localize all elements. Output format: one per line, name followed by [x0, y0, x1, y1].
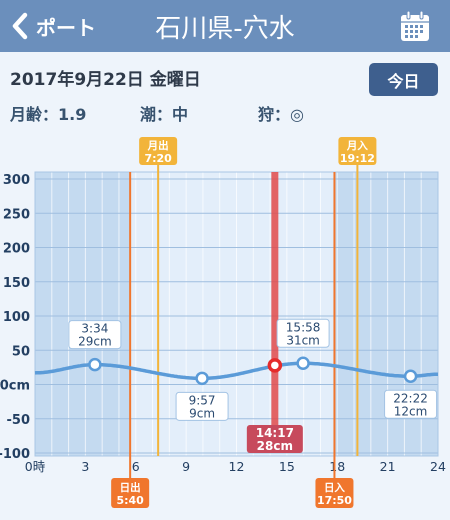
y-tick-label: 0cm — [0, 379, 30, 394]
moonrise-badge — [139, 137, 178, 165]
day-band — [130, 172, 335, 456]
x-tick-label: 21 — [380, 459, 396, 474]
current-height-label: 28cm — [257, 439, 293, 453]
y-tick-label: 100 — [3, 310, 30, 325]
moonrise-time: 7:20 — [144, 152, 172, 165]
tide-point-label-box — [175, 391, 229, 421]
moonset-badge — [338, 137, 377, 165]
tide-level: 潮：中 — [140, 105, 189, 124]
sunrise-badge — [111, 478, 150, 508]
tide-point-label-box — [384, 389, 438, 419]
x-tick-label: 18 — [329, 459, 345, 474]
low-tide-point — [403, 369, 418, 384]
moon-age: 月齢：1.9 — [10, 105, 87, 124]
sunrise-time: 5:40 — [116, 494, 144, 507]
y-tick-label: 50 — [12, 344, 30, 359]
tide-point-time: 22:22 — [393, 391, 428, 405]
back-label: ポート — [36, 15, 96, 40]
x-tick-label: 12 — [229, 459, 245, 474]
y-tick-label: -50 — [7, 413, 31, 428]
low-tide-point — [195, 371, 209, 386]
moonset-label: 月入 — [346, 140, 368, 152]
today-button[interactable]: 今日 — [369, 63, 438, 96]
calendar-icon — [401, 10, 429, 41]
page-title: 石川県-穴水 — [155, 14, 295, 44]
x-tick-label: 6 — [132, 459, 140, 474]
current-label-box — [246, 425, 303, 453]
tide-point-height: 29cm — [78, 335, 112, 349]
tide-point-label-box — [276, 318, 330, 348]
x-tick-label: 9 — [182, 459, 190, 474]
y-tick-label: 300 — [3, 173, 30, 188]
fishing-rating: 狩：◎ — [258, 105, 304, 124]
sunset-badge — [315, 478, 354, 508]
current-tide-point — [267, 358, 283, 373]
x-tick-label: 15 — [279, 459, 295, 474]
header-bar: ポート 石川県-穴水 — [0, 0, 450, 52]
calendar-button[interactable] — [400, 10, 430, 42]
date-text: 2017年9月22日 金曜日 — [10, 70, 201, 90]
high-tide-point — [296, 356, 310, 371]
sunset-time: 17:50 — [317, 494, 352, 507]
x-tick-label: 3 — [81, 459, 89, 474]
tide-point-height: 12cm — [394, 404, 428, 418]
tide-point-time: 9:57 — [189, 393, 216, 407]
moonrise-label: 月出 — [147, 139, 169, 152]
night-band-morning — [35, 172, 131, 456]
y-tick-label: 200 — [3, 242, 30, 257]
tide-point-height: 31cm — [286, 333, 320, 347]
x-tick-label: 0時 — [25, 459, 46, 474]
tide-point-time: 3:34 — [81, 322, 108, 336]
plot-border — [34, 171, 439, 457]
y-tick-label: 250 — [3, 207, 30, 222]
moonset-time: 19:12 — [340, 152, 375, 165]
chevron-left-icon — [12, 12, 28, 40]
y-tick-label: -100 — [0, 447, 30, 462]
tide-point-label-box — [68, 320, 122, 350]
x-tick-label: 24 — [430, 459, 446, 474]
current-time-label: 14:17 — [256, 426, 294, 440]
tide-point-height: 9cm — [189, 406, 215, 420]
back-button[interactable]: ポート — [10, 11, 96, 41]
y-tick-label: 150 — [3, 276, 30, 291]
tide-point-time: 15:58 — [286, 320, 321, 334]
high-tide-point — [88, 357, 102, 372]
sunset-label: 日入 — [324, 482, 345, 494]
tide-curve — [34, 361, 439, 381]
sunrise-label: 日出 — [120, 481, 141, 494]
